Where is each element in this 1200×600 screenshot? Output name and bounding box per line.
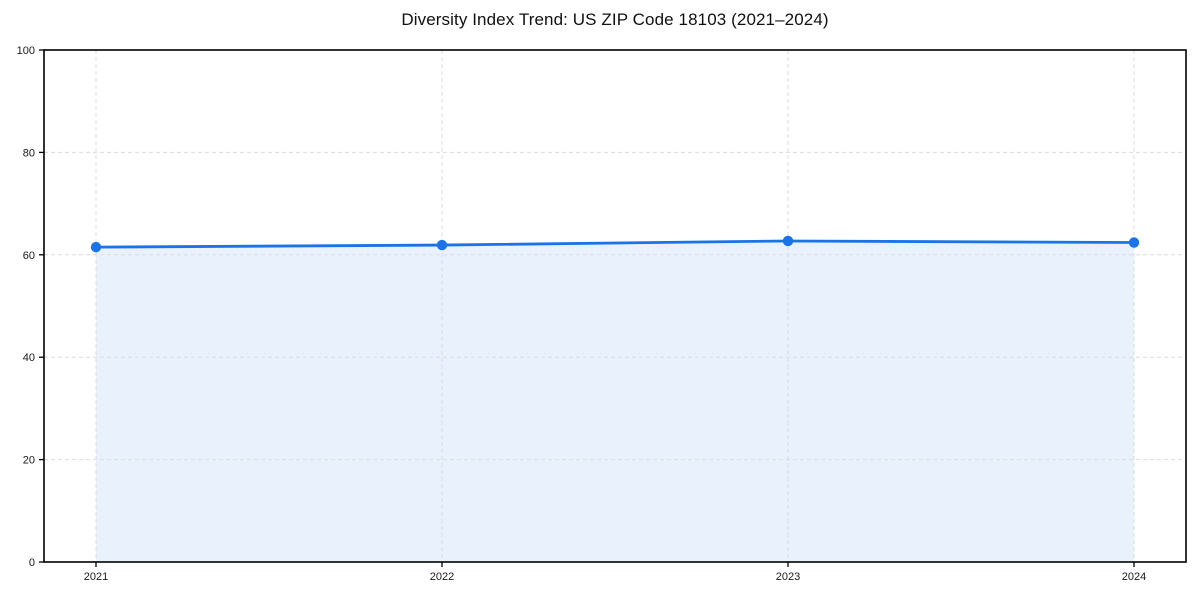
data-point-2021 [90,241,102,253]
trend-line [94,239,1136,249]
x-tick-label: 2024 [1122,571,1146,583]
y-tick-label: 0 [29,557,35,569]
y-tick-label: 60 [23,250,35,262]
data-point-2022 [436,239,448,251]
area-fill [96,240,1134,562]
y-tick-label: 100 [17,45,35,57]
y-tick-label: 20 [23,455,35,467]
chart-title: Diversity Index Trend: US ZIP Code 18103… [401,10,829,29]
y-tick-label: 80 [23,147,35,159]
y-tick-label: 40 [23,352,35,364]
x-tick-label: 2022 [430,571,454,583]
x-tick-label: 2021 [84,571,108,583]
data-point-2023 [782,235,794,247]
x-tick-label: 2023 [776,571,800,583]
data-point-2024 [1128,237,1140,248]
plot-border [43,49,1187,563]
